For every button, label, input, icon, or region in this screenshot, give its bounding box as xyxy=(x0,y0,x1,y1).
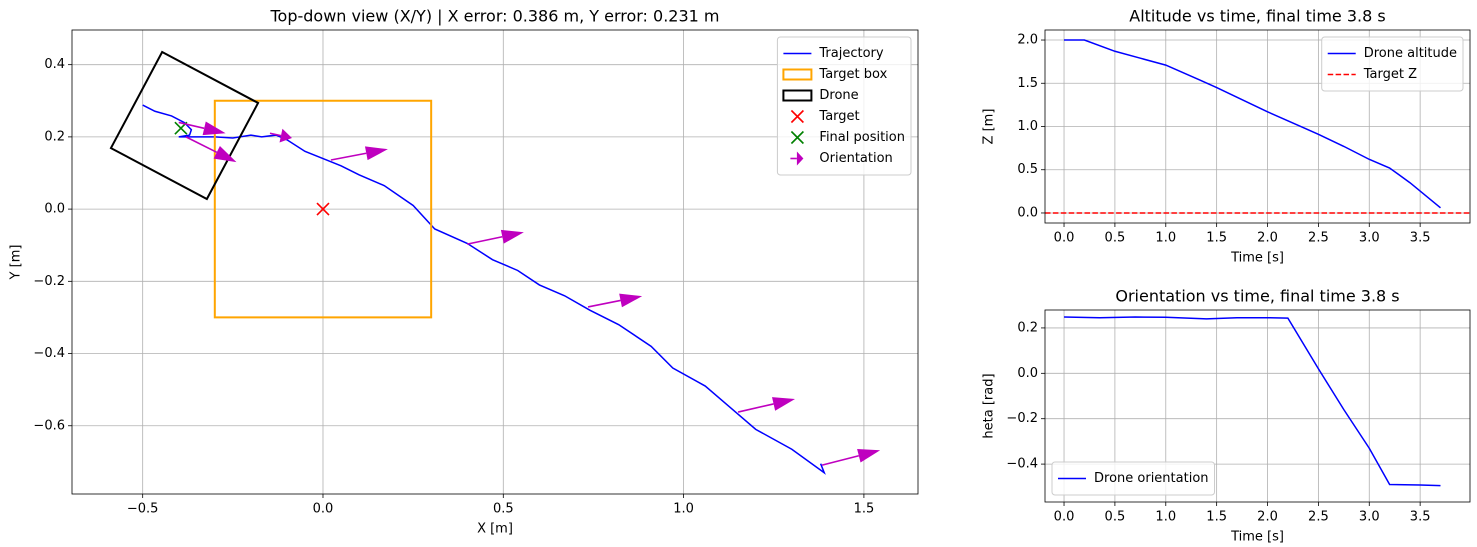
legend-patch xyxy=(782,89,813,102)
panel: −0.5 0.0 0.5 1.0 1.5 −0.6 −0.4 −0.2 0.0 0.2 0.4 Top… xyxy=(9,7,919,537)
x-tick-label: −0.5 xyxy=(127,502,159,517)
orientation-arrow xyxy=(737,403,774,413)
y-axis-label: Z [m] xyxy=(982,109,997,145)
chart-title: Orientation vs time, final time 3.8 s xyxy=(1115,287,1399,306)
y-tick-label: 1.0 xyxy=(1017,119,1038,134)
y-tick-label: 0.0 xyxy=(44,202,65,217)
outline-polygon xyxy=(213,99,433,319)
legend-label: Target box xyxy=(818,67,887,82)
x-tick-label: 1.5 xyxy=(854,502,875,517)
legend: Drone altitude Target Z xyxy=(1321,36,1464,92)
legend: Trajectory Target box Drone Target Final pos… xyxy=(776,36,912,176)
legend-handle xyxy=(782,89,813,102)
x-tick-label: 2.5 xyxy=(1308,231,1329,246)
trajectory-line xyxy=(142,104,826,475)
x-tick-label: 1.5 xyxy=(1206,510,1227,525)
x-tick-label: 2.0 xyxy=(1257,231,1278,246)
legend-label: Target xyxy=(818,109,859,124)
y-tick-label: −0.2 xyxy=(33,274,65,289)
legend-label: Orientation xyxy=(819,151,892,166)
legend-box xyxy=(1051,461,1216,496)
legend-handle xyxy=(790,130,804,145)
y-tick-label: 0.5 xyxy=(1017,162,1038,177)
orientation-arrow-head xyxy=(619,293,643,308)
panel: 0.0 0.5 1.0 1.5 2.0 2.5 3.0 3.5 0.0 0.5 1.0 1.5 2.0 A… xyxy=(982,7,1471,266)
y-axis-label: Y [m] xyxy=(9,245,24,281)
orientation-arrow-head xyxy=(857,448,881,463)
orientation-arrow-head xyxy=(364,146,388,161)
x-tick-label: 1.5 xyxy=(1206,231,1227,246)
y-tick-label: 2.0 xyxy=(1017,33,1038,48)
x-tick-label: 2.5 xyxy=(1308,510,1329,525)
plot-frame xyxy=(71,29,919,495)
orientation-arrow-head xyxy=(213,146,237,163)
orientation-arrow xyxy=(185,136,218,154)
legend-handle xyxy=(782,68,813,81)
y-tick-label: 1.5 xyxy=(1017,76,1038,91)
legend-label: Drone orientation xyxy=(1094,471,1209,486)
y-axis-label: heta [rad] xyxy=(982,373,997,438)
legend-label: Drone xyxy=(819,88,858,103)
plot-frame xyxy=(1044,29,1471,224)
legend-label: Target Z xyxy=(1363,67,1417,82)
orientation-arrow xyxy=(269,132,282,137)
orientation-arrow xyxy=(178,121,205,130)
orientation-arrow-head xyxy=(500,229,524,244)
x-tick-label: 3.0 xyxy=(1359,231,1380,246)
legend-arrow-head xyxy=(796,151,804,166)
data-line xyxy=(1064,316,1441,487)
data-line xyxy=(1064,39,1441,209)
panel: 0.0 0.5 1.0 1.5 2.0 2.5 3.0 3.5 −0.4 −0.2 0.0 0.2 Or… xyxy=(982,287,1471,545)
x-tick-label: 3.5 xyxy=(1410,231,1431,246)
y-tick-label: 0.4 xyxy=(44,57,65,72)
x-tick-label: 0.5 xyxy=(493,502,514,517)
orientation-arrow-head xyxy=(279,128,292,143)
orientation-arrow-head xyxy=(202,121,226,136)
legend-marker xyxy=(790,109,804,124)
x-tick-label: 1.0 xyxy=(1155,231,1176,246)
orientation-arrow xyxy=(821,454,860,466)
legend-label: Final position xyxy=(819,130,905,145)
y-tick-label: 0.2 xyxy=(44,129,65,144)
y-tick-label: −0.4 xyxy=(1006,457,1038,472)
x-tick-label: 0.0 xyxy=(1054,510,1075,525)
x-axis-label: Time [s] xyxy=(1230,251,1284,266)
x-tick-label: 3.5 xyxy=(1410,510,1431,525)
y-tick-label: −0.4 xyxy=(33,346,65,361)
x-tick-label: 0.5 xyxy=(1105,510,1126,525)
outline-polygon xyxy=(109,50,260,201)
x-tick-label: 0.0 xyxy=(1054,231,1075,246)
y-tick-label: −0.2 xyxy=(1006,411,1038,426)
orientation-arrow xyxy=(330,152,367,161)
plot-frame xyxy=(1044,309,1471,503)
orientation-arrow xyxy=(587,299,621,308)
legend-label: Drone altitude xyxy=(1364,46,1457,61)
legend-label: Trajectory xyxy=(818,46,883,61)
legend-patch xyxy=(782,68,813,81)
x-axis-label: Time [s] xyxy=(1230,530,1284,545)
legend: Drone orientation xyxy=(1051,461,1216,496)
legend-marker xyxy=(790,130,804,145)
x-tick-label: 1.0 xyxy=(673,502,694,517)
chart-title: Altitude vs time, final time 3.8 s xyxy=(1129,7,1385,26)
x-tick-label: 0.0 xyxy=(313,502,334,517)
x-marker xyxy=(316,202,330,216)
y-tick-label: 0.0 xyxy=(1017,205,1038,220)
legend-box xyxy=(1321,36,1464,92)
orientation-arrow xyxy=(467,235,503,245)
x-tick-label: 1.0 xyxy=(1155,510,1176,525)
x-tick-label: 3.0 xyxy=(1359,510,1380,525)
chart-title: Top-down view (X/Y) | X error: 0.386 m, … xyxy=(269,7,719,26)
legend-handle xyxy=(790,151,804,166)
x-tick-label: 0.5 xyxy=(1105,231,1126,246)
y-tick-label: 0.0 xyxy=(1017,366,1038,381)
x-axis-label: X [m] xyxy=(477,522,513,537)
orientation-arrow-head xyxy=(772,397,796,411)
legend-handle xyxy=(790,109,804,124)
x-tick-label: 2.0 xyxy=(1257,510,1278,525)
y-tick-label: −0.6 xyxy=(33,418,65,433)
y-tick-label: 0.2 xyxy=(1017,320,1038,335)
